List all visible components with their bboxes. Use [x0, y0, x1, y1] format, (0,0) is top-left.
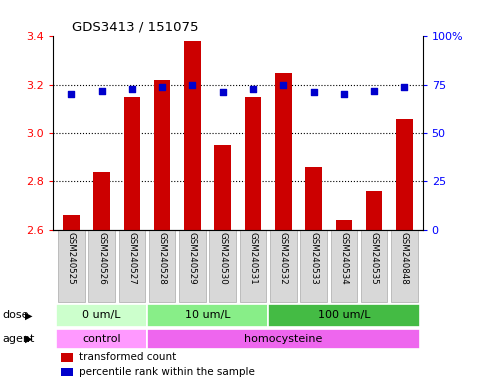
Point [68, 91, 75, 98]
Bar [124, 97, 140, 230]
Point [249, 86, 257, 92]
FancyBboxPatch shape [270, 230, 297, 302]
Point [340, 91, 348, 98]
FancyBboxPatch shape [361, 230, 387, 302]
Point [128, 86, 136, 92]
FancyBboxPatch shape [300, 230, 327, 302]
Point [98, 88, 105, 94]
Text: GSM240525: GSM240525 [67, 232, 76, 285]
Point [188, 82, 196, 88]
Text: homocysteine: homocysteine [244, 334, 323, 344]
Text: GSM240531: GSM240531 [249, 232, 257, 285]
Text: percentile rank within the sample: percentile rank within the sample [79, 367, 255, 377]
Text: GSM240529: GSM240529 [188, 232, 197, 285]
FancyBboxPatch shape [179, 230, 206, 302]
Text: 10 um/L: 10 um/L [185, 311, 230, 321]
Point [158, 84, 166, 90]
FancyBboxPatch shape [56, 329, 147, 349]
FancyBboxPatch shape [149, 230, 175, 302]
Text: ▶: ▶ [25, 311, 33, 321]
FancyBboxPatch shape [56, 304, 147, 327]
Text: control: control [82, 334, 121, 344]
FancyBboxPatch shape [330, 230, 357, 302]
Bar [60, 353, 73, 362]
Text: GSM240533: GSM240533 [309, 232, 318, 285]
Bar [60, 368, 73, 376]
Text: transformed count: transformed count [79, 352, 176, 362]
Point [219, 89, 227, 96]
Point [310, 89, 317, 96]
Text: dose: dose [2, 311, 29, 321]
Text: 100 um/L: 100 um/L [318, 311, 370, 321]
Bar [245, 97, 261, 230]
Bar [396, 119, 413, 230]
Text: ▶: ▶ [25, 334, 33, 344]
Text: GSM240535: GSM240535 [369, 232, 379, 285]
FancyBboxPatch shape [268, 304, 420, 327]
FancyBboxPatch shape [240, 230, 266, 302]
FancyBboxPatch shape [88, 230, 115, 302]
Bar [184, 41, 201, 230]
FancyBboxPatch shape [118, 230, 145, 302]
FancyBboxPatch shape [147, 304, 268, 327]
Text: 0 um/L: 0 um/L [82, 311, 121, 321]
Text: GSM240526: GSM240526 [97, 232, 106, 285]
Text: GSM240532: GSM240532 [279, 232, 288, 285]
Text: GSM240530: GSM240530 [218, 232, 227, 285]
Bar [366, 191, 383, 230]
Bar [154, 80, 170, 230]
Bar [93, 172, 110, 230]
Bar [63, 215, 80, 230]
Bar [275, 73, 292, 230]
Text: GSM240528: GSM240528 [157, 232, 167, 285]
Text: agent: agent [2, 334, 35, 344]
Bar [214, 145, 231, 230]
Point [370, 88, 378, 94]
Text: GDS3413 / 151075: GDS3413 / 151075 [71, 21, 198, 34]
FancyBboxPatch shape [147, 329, 420, 349]
FancyBboxPatch shape [58, 230, 85, 302]
Text: GSM240534: GSM240534 [340, 232, 348, 285]
Point [400, 84, 408, 90]
Bar [336, 220, 352, 230]
Text: GSM240527: GSM240527 [128, 232, 136, 285]
Text: GSM240848: GSM240848 [400, 232, 409, 285]
Point [280, 82, 287, 88]
Bar [305, 167, 322, 230]
FancyBboxPatch shape [391, 230, 418, 302]
FancyBboxPatch shape [210, 230, 236, 302]
